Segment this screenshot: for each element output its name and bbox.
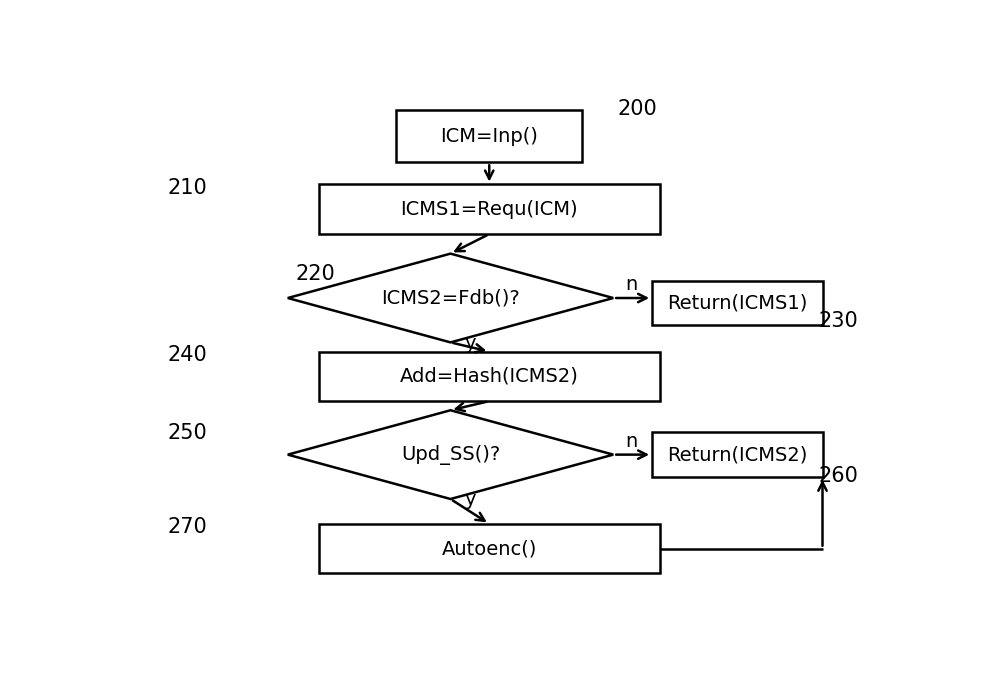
Text: y: y [464, 334, 476, 353]
Text: ICM=Inp(): ICM=Inp() [440, 127, 538, 146]
FancyBboxPatch shape [396, 110, 582, 162]
Text: Return(ICMS1): Return(ICMS1) [667, 294, 807, 313]
FancyBboxPatch shape [319, 184, 660, 234]
Text: Upd_SS()?: Upd_SS()? [401, 445, 500, 464]
Polygon shape [288, 410, 613, 499]
FancyBboxPatch shape [319, 524, 660, 574]
Text: 200: 200 [617, 99, 657, 119]
Text: n: n [625, 275, 637, 294]
Text: 230: 230 [819, 311, 858, 331]
Text: Autoenc(): Autoenc() [442, 539, 537, 558]
Text: n: n [625, 432, 637, 451]
FancyBboxPatch shape [652, 281, 822, 325]
Text: Return(ICMS2): Return(ICMS2) [667, 445, 807, 464]
Text: y: y [464, 490, 476, 509]
Polygon shape [288, 254, 613, 342]
Text: 260: 260 [819, 466, 858, 486]
Text: Add=Hash(ICMS2): Add=Hash(ICMS2) [400, 367, 579, 386]
Text: 220: 220 [296, 264, 335, 283]
Text: 250: 250 [168, 423, 207, 443]
Text: 270: 270 [168, 517, 207, 537]
Text: ICMS2=Fdb()?: ICMS2=Fdb()? [381, 289, 520, 308]
FancyBboxPatch shape [652, 433, 822, 477]
Text: 210: 210 [168, 178, 207, 197]
Text: 240: 240 [168, 344, 207, 365]
FancyBboxPatch shape [319, 351, 660, 401]
Text: ICMS1=Requ(ICM): ICMS1=Requ(ICM) [400, 200, 578, 219]
